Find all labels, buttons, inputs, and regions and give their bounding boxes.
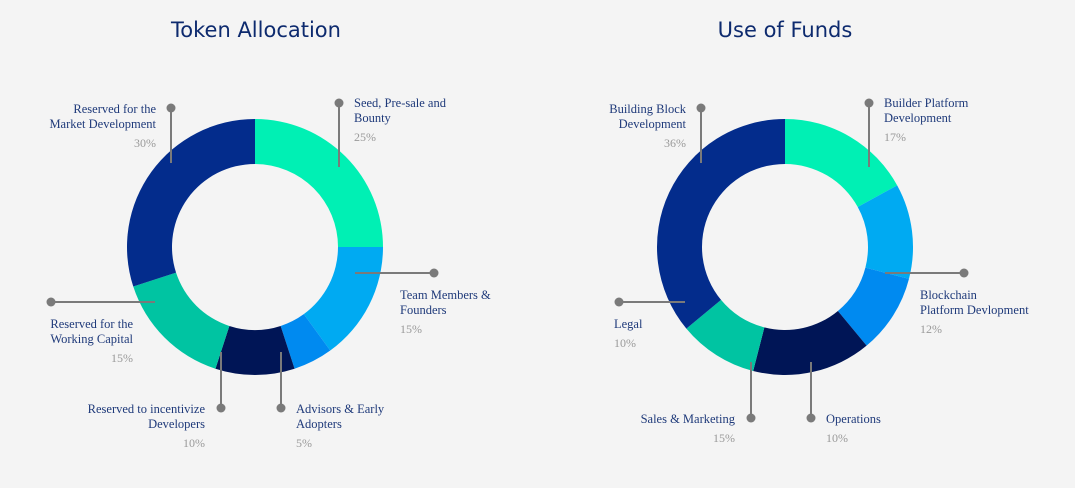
token-allocation-leader-dot-3: [216, 403, 226, 413]
token-allocation-slice-0: [255, 119, 383, 247]
use-of-funds-leader-dot-0: [864, 98, 874, 108]
use-of-funds-label-0: Builder Platform Development 17%: [884, 96, 1054, 145]
token-allocation-label-2: Advisors & Early Adopters 5%: [296, 402, 466, 451]
token-allocation-leader-dot-1: [429, 268, 439, 278]
token-allocation-slice-2: [280, 314, 331, 369]
token-allocation-slice-5: [127, 119, 255, 287]
token-allocation-label-text: Working Capital: [50, 332, 133, 346]
use-of-funds-leader-dot-5: [696, 103, 706, 113]
use-of-funds-label-percent: 10%: [826, 431, 848, 445]
use-of-funds-label-text: Sales & Marketing: [640, 412, 735, 426]
use-of-funds-slice-3: [753, 310, 867, 375]
token-allocation-label-percent: 15%: [400, 322, 422, 336]
use-of-funds-label-5: Building Block Development 36%: [516, 102, 686, 151]
use-of-funds-slice-0: [785, 119, 898, 208]
token-allocation-label-text: Reserved for the: [50, 317, 133, 331]
use-of-funds-leader-dot-4: [614, 297, 624, 307]
token-allocation-slice-3: [215, 325, 295, 375]
use-of-funds-slice-1: [857, 185, 913, 279]
use-of-funds-title: Use of Funds: [717, 18, 853, 42]
token-allocation-label-1: Team Members & Founders 15%: [400, 288, 570, 337]
token-allocation-label-percent: 5%: [296, 436, 312, 450]
token-allocation-title: Token Allocation: [171, 18, 341, 42]
use-of-funds-leader-dot-3: [746, 413, 756, 423]
token-allocation-label-text: Reserved to incentivize: [87, 402, 205, 416]
token-allocation-label-3: Reserved to incentivize Developers 10%: [35, 402, 205, 451]
token-allocation-label-percent: 15%: [111, 351, 133, 365]
use-of-funds-label-2: Operations 10%: [826, 412, 996, 446]
token-allocation-label-text: Advisors & Early: [296, 402, 385, 416]
use-of-funds-label-text: Builder Platform: [884, 96, 969, 110]
use-of-funds-label-text: Legal: [614, 317, 643, 331]
use-of-funds-label-text: Blockchain: [920, 288, 977, 302]
use-of-funds-label-percent: 36%: [664, 136, 686, 150]
use-of-funds-label-text: Building Block: [609, 102, 686, 116]
token-allocation-leader-dot-2: [276, 403, 286, 413]
token-allocation-label-text: Team Members &: [400, 288, 491, 302]
use-of-funds-label-text: Development: [884, 111, 952, 125]
token-allocation-label-5: Reserved for the Market Development 30%: [0, 102, 156, 151]
use-of-funds-leader-dot-2: [806, 413, 816, 423]
token-allocation-label-percent: 25%: [354, 130, 376, 144]
use-of-funds-slice-5: [657, 119, 785, 329]
use-of-funds-label-percent: 10%: [614, 336, 636, 350]
token-allocation-label-text: Seed, Pre-sale and: [354, 96, 446, 110]
token-allocation-leader-dot-0: [334, 98, 344, 108]
token-allocation-label-0: Seed, Pre-sale and Bounty 25%: [354, 96, 524, 145]
token-allocation-label-text: Bounty: [354, 111, 391, 125]
token-allocation-label-text: Founders: [400, 303, 447, 317]
use-of-funds-label-1: Blockchain Platform Devlopment 12%: [920, 288, 1075, 337]
token-allocation-label-text: Reserved for the: [73, 102, 156, 116]
token-allocation-slice-4: [133, 272, 230, 369]
use-of-funds-label-text: Development: [618, 117, 686, 131]
use-of-funds-label-text: Platform Devlopment: [920, 303, 1029, 317]
token-allocation-label-percent: 30%: [134, 136, 156, 150]
token-allocation-leader-dot-4: [46, 297, 56, 307]
use-of-funds-slice-2: [837, 267, 909, 346]
token-allocation-label-text: Adopters: [296, 417, 342, 431]
use-of-funds-label-percent: 12%: [920, 322, 942, 336]
use-of-funds-label-percent: 15%: [713, 431, 735, 445]
use-of-funds-label-percent: 17%: [884, 130, 906, 144]
use-of-funds-label-4: Legal 10%: [614, 317, 784, 351]
token-allocation-label-4: Reserved for the Working Capital 15%: [0, 317, 133, 366]
token-allocation-leader-dot-5: [166, 103, 176, 113]
token-allocation-label-text: Market Development: [49, 117, 156, 131]
use-of-funds-label-text: Operations: [826, 412, 881, 426]
use-of-funds-slice-4: [686, 299, 765, 371]
use-of-funds-leader-dot-1: [959, 268, 969, 278]
use-of-funds-label-3: Sales & Marketing 15%: [565, 412, 735, 446]
token-allocation-label-text: Developers: [148, 417, 205, 431]
token-allocation-label-percent: 10%: [183, 436, 205, 450]
